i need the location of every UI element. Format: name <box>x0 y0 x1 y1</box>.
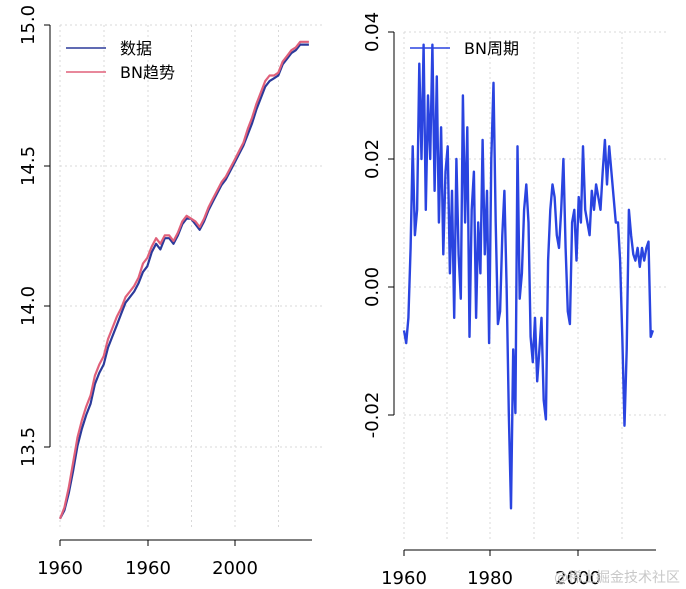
y-tick-label: 0.02 <box>362 139 383 179</box>
legend-label: BN周期 <box>464 39 519 58</box>
x-tick-label: 2000 <box>555 568 601 589</box>
chart-panel-2: -0.02 0.00 0.02 0.04 1960 1980 2000 BN周期 <box>362 12 666 589</box>
y-tick-label: 14.5 <box>18 146 39 186</box>
series-line-1 <box>402 43 655 510</box>
x-tick-label: 1980 <box>467 568 513 589</box>
legend-label: BN趋势 <box>120 63 175 82</box>
y-tick-label: 15.0 <box>18 5 39 45</box>
y-tick-label: 14.0 <box>18 286 39 326</box>
y-tick-label: 13.5 <box>18 427 39 467</box>
x-tick-label: 1960 <box>37 558 83 579</box>
x-tick-label: 2000 <box>212 558 258 579</box>
y-tick-label: -0.02 <box>362 392 383 439</box>
chart-panel-1: 13.5 14.0 14.5 15.0 1960 1960 2000 数据 BN趋势 <box>18 5 322 579</box>
x-tick-label: 1960 <box>125 558 171 579</box>
x-tick-label: 1960 <box>381 568 427 589</box>
watermark-text: @稀土掘金技术社区 <box>554 570 680 586</box>
y-tick-label: 0.04 <box>362 12 383 52</box>
legend-label: 数据 <box>120 39 152 58</box>
series-line-1 <box>59 43 309 520</box>
y-tick-label: 0.00 <box>362 267 383 307</box>
series-line-2 <box>58 40 309 520</box>
